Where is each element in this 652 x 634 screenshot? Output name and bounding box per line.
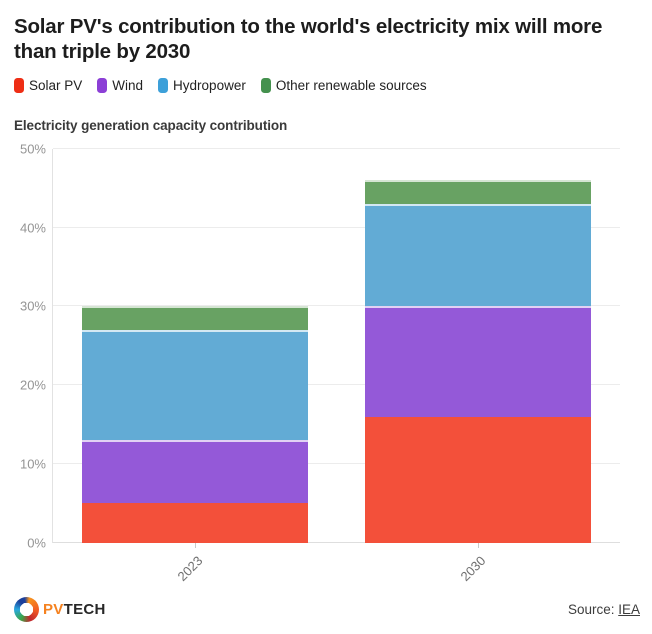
legend-item-hydropower: Hydropower [158,77,246,93]
x-axis-tick-label: 2023 [174,552,206,584]
bar-segment-2030-solar-pv[interactable] [365,416,592,543]
legend: Solar PV Wind Hydropower Other renewable… [14,77,640,93]
x-axis-tick [478,542,480,548]
y-axis-tick-label: 0% [27,535,46,551]
y-axis-tick-label: 40% [19,220,46,236]
wind-swatch-icon [97,77,108,93]
bar-segment-2023-wind[interactable] [81,440,308,504]
pvtech-ring-icon [14,597,39,622]
legend-item-wind: Wind [97,77,144,93]
gridline-30 [53,305,620,307]
bar-segment-2023-other-renewable-sources[interactable] [81,306,308,331]
brand-pv-text: PV [43,601,64,618]
plot-area: 0% 10% 20% 30% 40% 50% 2023 2030 [20,141,620,584]
other-renewables-swatch-icon [260,77,271,93]
source-label: Source: [567,602,615,617]
legend-item-solar-pv: Solar PV [14,77,83,93]
x-axis-tick [194,542,196,548]
stacked-bar-2030[interactable] [365,180,592,543]
page-title: Solar PV's contribution to the world's e… [14,15,603,64]
gridline-40 [53,226,620,228]
legend-label: Other renewable sources [275,77,427,93]
chart-subtitle: Electricity generation capacity contribu… [14,117,288,133]
y-axis-tick-label: 10% [19,456,46,472]
bar-segment-2030-hydropower[interactable] [365,203,592,307]
bar-segment-2030-wind[interactable] [365,306,592,417]
footer: PVTECH Source: IEA [14,597,640,622]
gridline-50 [53,147,620,149]
y-axis-tick-label: 20% [19,377,46,393]
legend-label: Hydropower [173,77,246,93]
gridline-20 [53,384,620,386]
x-axis-tick-label: 2030 [457,552,489,584]
chart-area: 0% 10% 20% 30% 40% 50% 2023 2030 [20,141,640,584]
brand-tech-text: TECH [63,601,106,618]
source-link[interactable]: IEA [618,602,640,617]
source-attribution: Source: IEA [568,602,640,617]
bar-segment-2023-hydropower[interactable] [81,330,308,441]
bar-segment-2023-solar-pv[interactable] [81,503,308,543]
legend-item-other-renewables: Other renewable sources [260,77,427,93]
legend-label: Wind [112,77,144,93]
gridline-10 [53,463,620,465]
legend-label: Solar PV [29,77,83,93]
bar-segment-2030-other-renewable-sources[interactable] [365,180,592,204]
y-axis-tick-label: 30% [19,298,46,314]
hydropower-swatch-icon [158,77,169,93]
stacked-bar-2023[interactable] [81,306,308,543]
pvtech-logo: PVTECH [14,597,106,622]
pvtech-wordmark: PVTECH [43,601,106,618]
gridline-0 [53,541,620,543]
y-axis-tick-label: 50% [19,141,46,157]
solar-pv-swatch-icon [14,77,24,93]
